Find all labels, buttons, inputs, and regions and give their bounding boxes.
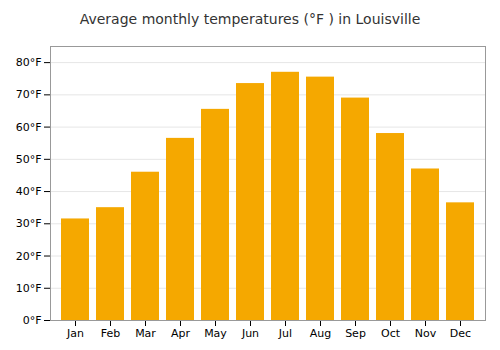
svg-text:80°F: 80°F [16, 56, 42, 69]
svg-text:20°F: 20°F [16, 250, 42, 263]
html-text:Average monthly temperatures (: Average monthly temperatures (°F ) in Lo… [79, 11, 421, 27]
svg-text:60°F: 60°F [16, 121, 42, 134]
svg-text:30°F: 30°F [16, 217, 42, 230]
svg-text:0°F: 0°F [23, 314, 42, 327]
svg-text:Apr: Apr [171, 327, 191, 340]
svg-text:Oct: Oct [381, 327, 401, 340]
svg-text:Aug: Aug [310, 327, 331, 340]
svg-text:Jul: Jul [278, 327, 292, 340]
svg-text:Jun: Jun [241, 327, 259, 340]
svg-text:10°F: 10°F [16, 282, 42, 295]
svg-text:May: May [204, 327, 227, 340]
svg-text:40°F: 40°F [16, 185, 42, 198]
svg-text:Dec: Dec [450, 327, 471, 340]
svg-text:Nov: Nov [415, 327, 437, 340]
svg-text:Mar: Mar [135, 327, 156, 340]
svg-text:50°F: 50°F [16, 153, 42, 166]
svg-text:Feb: Feb [101, 327, 120, 340]
svg-text:Jan: Jan [66, 327, 84, 340]
svg-text:70°F: 70°F [16, 88, 42, 101]
svg-text:Sep: Sep [345, 327, 366, 340]
